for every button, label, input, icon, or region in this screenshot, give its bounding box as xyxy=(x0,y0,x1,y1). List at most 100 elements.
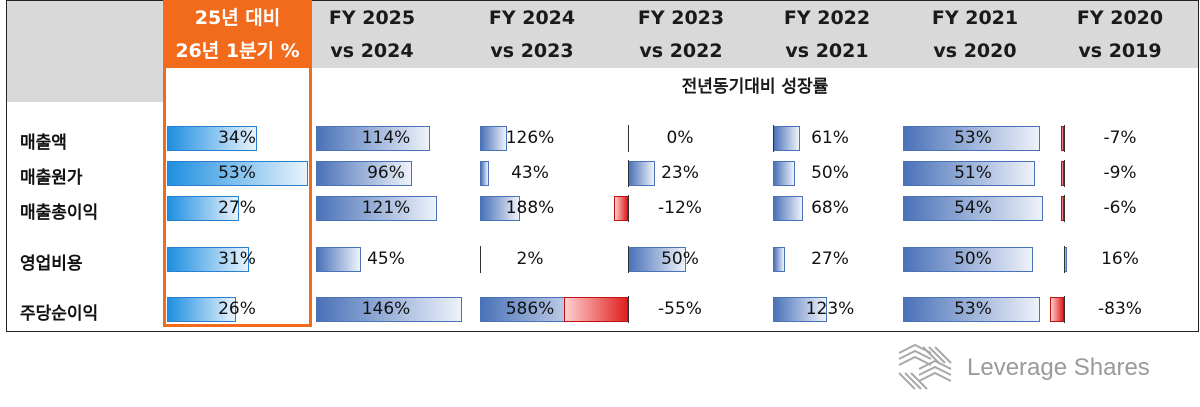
data-label: -55% xyxy=(658,299,702,319)
column-header-4-line2: vs 2021 xyxy=(785,40,869,62)
zero-axis xyxy=(628,195,629,222)
bar xyxy=(167,297,237,322)
bar xyxy=(903,247,1033,272)
bar xyxy=(903,161,1036,186)
bar xyxy=(773,161,795,186)
row-label: 매출총이익 xyxy=(20,203,99,223)
row-label: 매출원가 xyxy=(20,168,83,188)
logo-text: Leverage Shares xyxy=(967,354,1150,381)
data-label: -83% xyxy=(1098,299,1142,319)
zero-axis xyxy=(480,246,481,273)
data-label: 0% xyxy=(666,128,694,148)
zero-axis xyxy=(1064,160,1065,187)
data-label: 53% xyxy=(954,128,992,148)
bar xyxy=(316,126,430,151)
bar xyxy=(316,196,437,221)
highlight-header xyxy=(163,0,312,68)
data-label: 53% xyxy=(218,163,256,183)
data-label: 43% xyxy=(511,163,549,183)
bar xyxy=(480,161,490,186)
bar xyxy=(773,297,827,322)
data-label: 61% xyxy=(811,128,849,148)
bar xyxy=(167,126,258,151)
data-label: 27% xyxy=(811,249,849,269)
data-label: 50% xyxy=(811,163,849,183)
bar xyxy=(628,161,655,186)
highlight-header-line1: 25년 대비 xyxy=(194,7,281,29)
bar xyxy=(1061,196,1064,221)
data-label: 121% xyxy=(361,198,411,218)
column-header-6-line2: vs 2019 xyxy=(1078,40,1162,62)
column-header-5-line2: vs 2020 xyxy=(933,40,1017,62)
zero-axis xyxy=(1064,246,1065,273)
data-label: 50% xyxy=(954,249,992,269)
data-label: 23% xyxy=(661,163,699,183)
data-label: 146% xyxy=(361,299,411,319)
bar xyxy=(1050,297,1064,322)
bar xyxy=(167,161,308,186)
zero-axis xyxy=(1064,125,1065,152)
bar xyxy=(316,247,361,272)
column-header-2-line1: FY 2024 xyxy=(488,7,576,29)
zero-axis xyxy=(773,125,774,152)
data-label: 188% xyxy=(505,198,555,218)
column-header-1-line2: vs 2024 xyxy=(330,40,414,62)
bar xyxy=(316,297,462,322)
bar xyxy=(614,196,628,221)
bar xyxy=(1061,126,1064,151)
zero-axis xyxy=(628,296,629,323)
row-label: 주당순이익 xyxy=(20,304,99,324)
zero-axis xyxy=(1064,296,1065,323)
data-label: -12% xyxy=(658,198,702,218)
data-label: 123% xyxy=(805,299,855,319)
bar xyxy=(480,196,520,221)
column-header-3-line2: vs 2022 xyxy=(639,40,723,62)
zero-axis xyxy=(628,246,629,273)
column-header-5-line1: FY 2021 xyxy=(931,7,1019,29)
data-label: 34% xyxy=(218,128,256,148)
zero-axis xyxy=(628,125,629,152)
leverage-shares-logo-icon xyxy=(893,343,957,397)
data-label: 114% xyxy=(361,128,411,148)
data-label: 31% xyxy=(218,249,256,269)
data-label: 2% xyxy=(516,249,544,269)
bar xyxy=(903,297,1041,322)
data-label: 68% xyxy=(811,198,849,218)
bar xyxy=(773,196,803,221)
bar xyxy=(903,126,1041,151)
column-header-4-line1: FY 2022 xyxy=(783,7,871,29)
row-label: 영업비용 xyxy=(20,254,83,274)
bar xyxy=(564,297,628,322)
data-label: 51% xyxy=(954,163,992,183)
zero-axis xyxy=(628,160,629,187)
data-label: 27% xyxy=(218,198,256,218)
highlight-column-border xyxy=(163,0,312,327)
data-label: 54% xyxy=(954,198,992,218)
data-label: 26% xyxy=(218,299,256,319)
column-header-1-line1: FY 2025 xyxy=(328,7,416,29)
data-label: -7% xyxy=(1103,128,1137,148)
bar xyxy=(480,126,507,151)
data-label: 96% xyxy=(367,163,405,183)
column-header-6-line1: FY 2020 xyxy=(1076,7,1164,29)
data-label: -6% xyxy=(1103,198,1137,218)
data-label: 586% xyxy=(505,299,555,319)
bar xyxy=(167,196,239,221)
subtitle-row xyxy=(312,68,1198,102)
column-header-2-line2: vs 2023 xyxy=(490,40,574,62)
bar xyxy=(1061,161,1064,186)
bar xyxy=(167,247,250,272)
column-header-3-line1: FY 2023 xyxy=(637,7,725,29)
data-label: 53% xyxy=(954,299,992,319)
row-label: 매출액 xyxy=(20,133,67,153)
data-label: 45% xyxy=(367,249,405,269)
bar xyxy=(773,247,785,272)
data-label: 126% xyxy=(505,128,555,148)
data-label: -9% xyxy=(1103,163,1137,183)
bar xyxy=(903,196,1043,221)
subtitle: 전년동기대비 성장률 xyxy=(681,77,829,97)
data-label: 50% xyxy=(661,249,699,269)
zero-axis xyxy=(1064,195,1065,222)
data-label: 16% xyxy=(1101,249,1139,269)
highlight-subrow xyxy=(163,68,312,102)
